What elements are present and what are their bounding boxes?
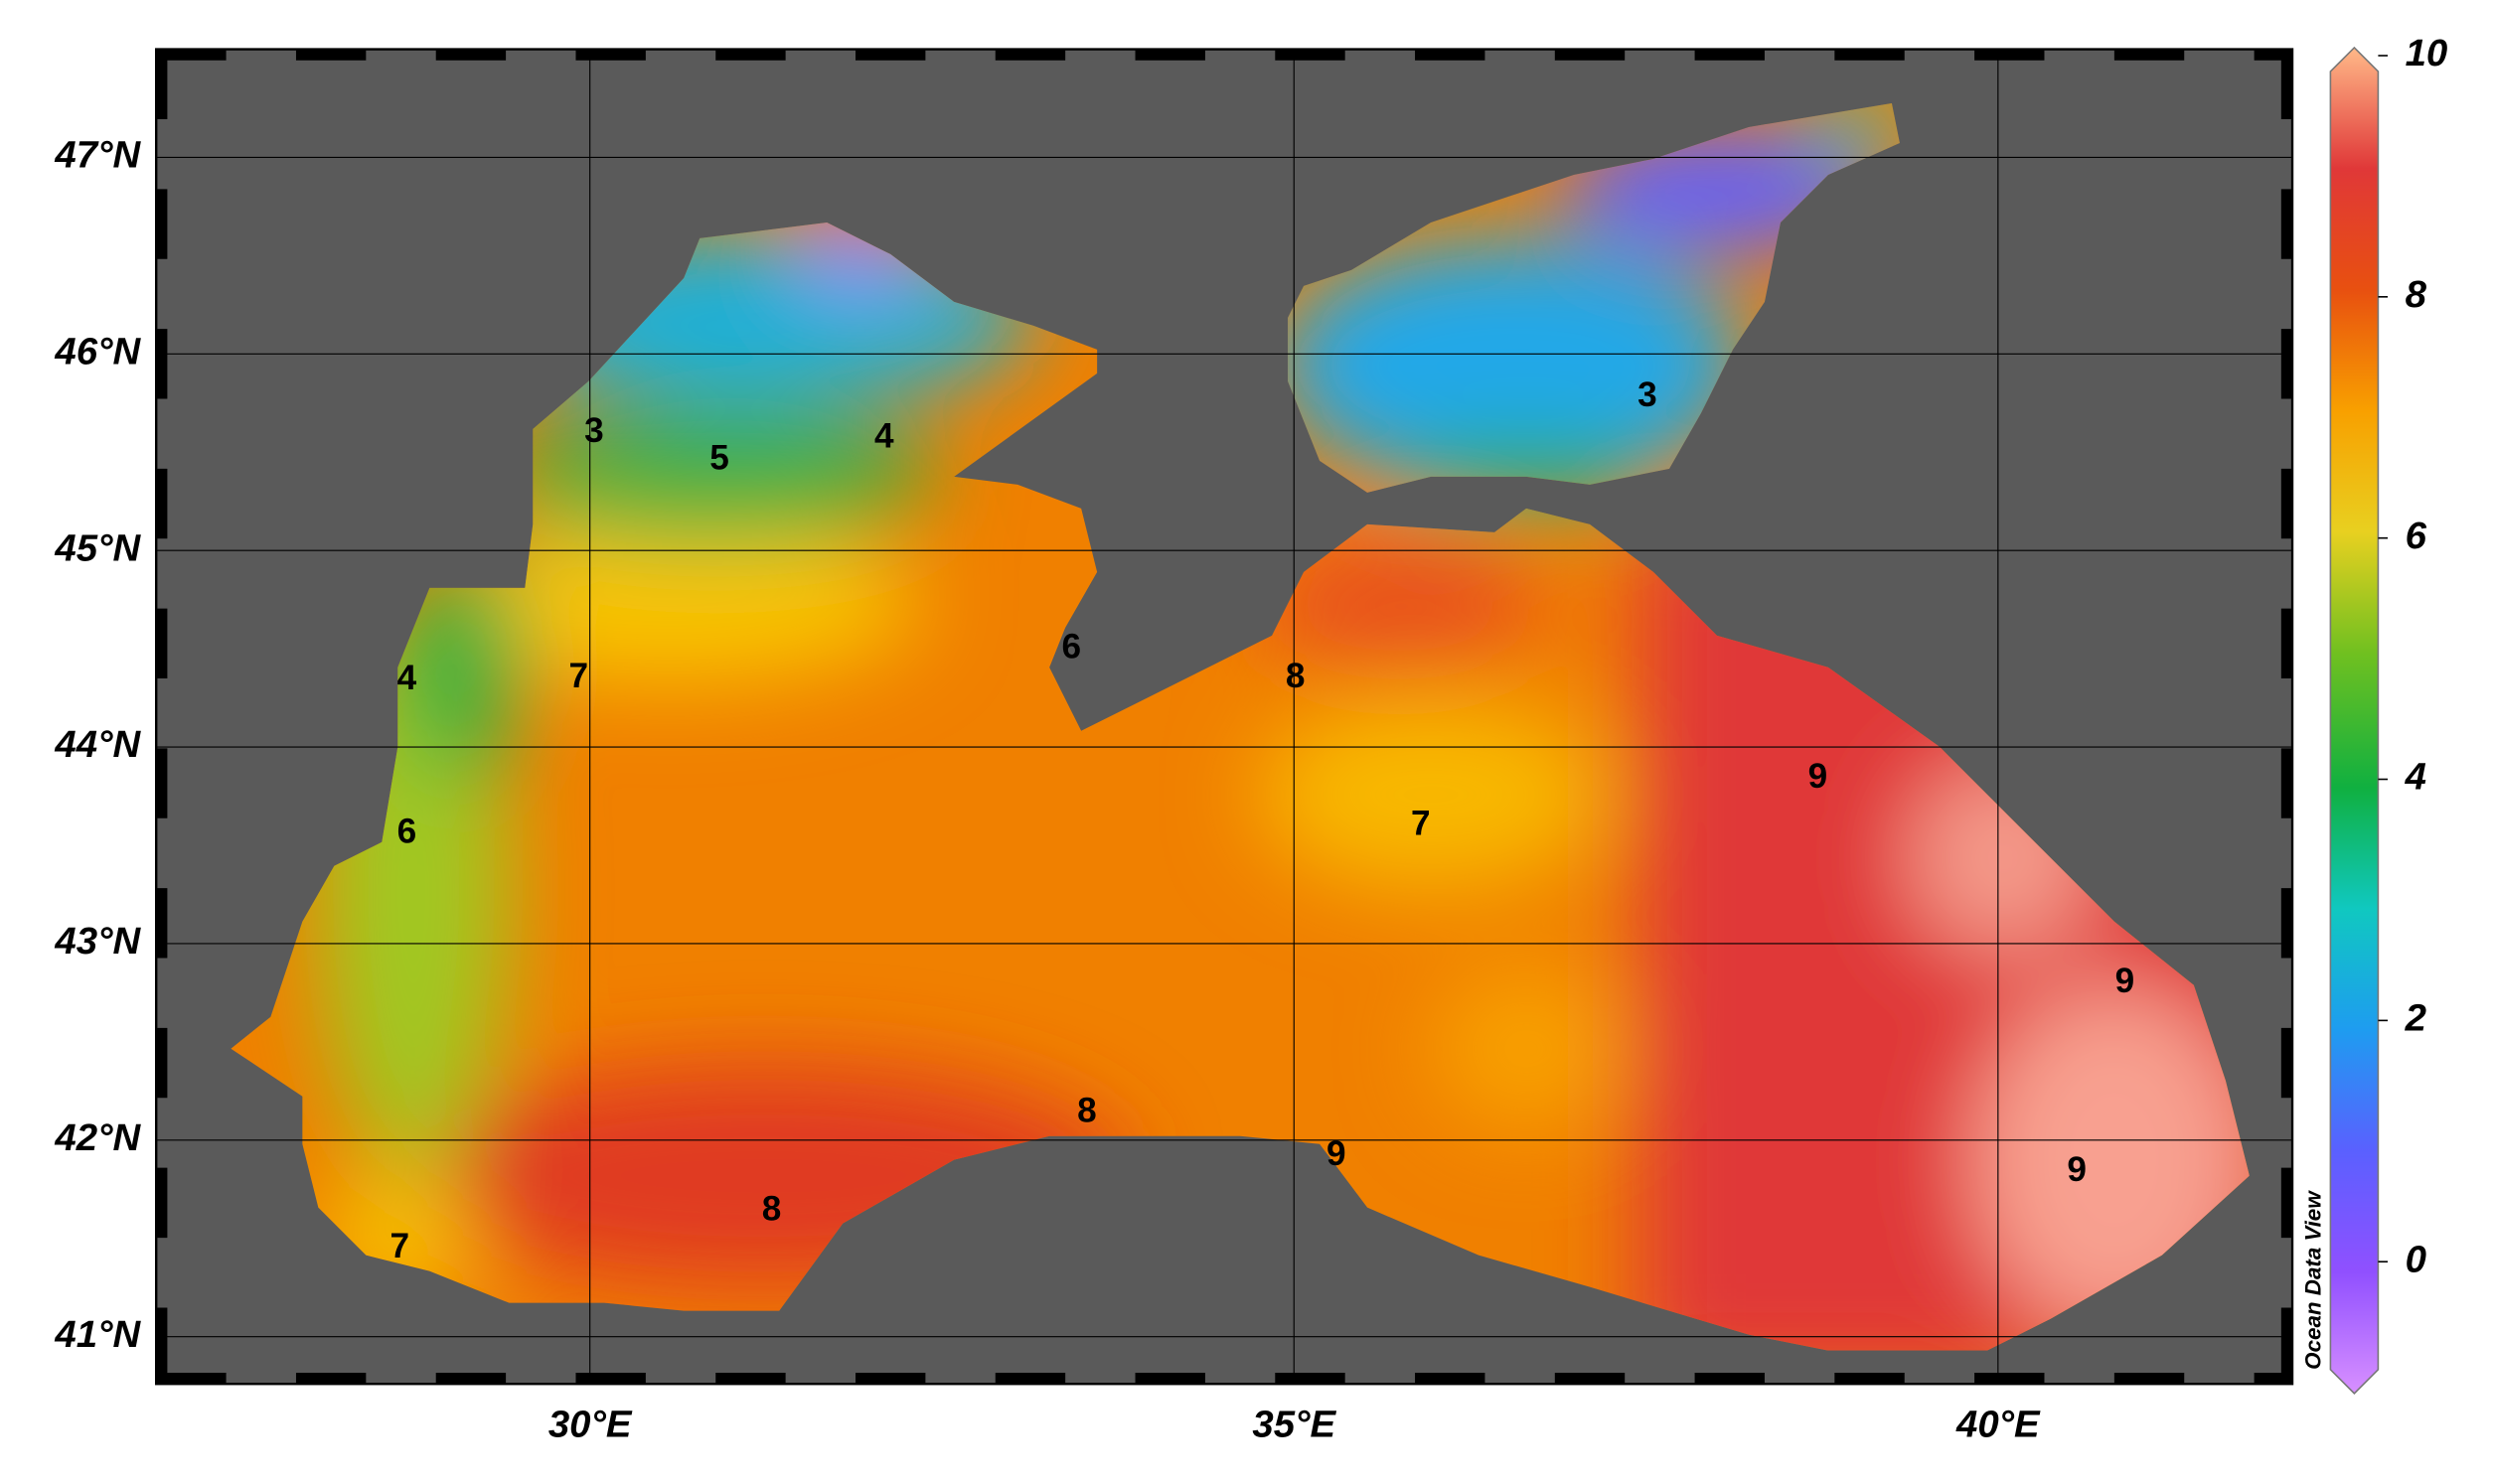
contour-label: 9: [2115, 962, 2135, 1000]
colorbar-label: 0: [2406, 1238, 2426, 1280]
x-tick-label: 30°E: [548, 1404, 633, 1446]
contour-label: 8: [1077, 1091, 1097, 1129]
watermark: Ocean Data View: [2300, 1190, 2325, 1370]
contour-label: 9: [1326, 1134, 1346, 1173]
grid: [156, 49, 2293, 1385]
contour-label: 4: [397, 659, 417, 697]
colorbar-label: 4: [2405, 756, 2426, 799]
y-tick-label: 45°N: [54, 526, 141, 569]
contour-label: 6: [397, 812, 417, 850]
contour-label: 8: [1286, 657, 1306, 695]
contour-label: 9: [2067, 1150, 2087, 1189]
y-tick-label: 44°N: [54, 723, 141, 766]
contour-label: 6: [1062, 627, 1082, 666]
colorbar-label: 2: [2405, 997, 2426, 1040]
colorbar: [2329, 46, 2380, 1395]
y-tick-label: 42°N: [54, 1116, 141, 1159]
contour-label: 9: [1808, 757, 1828, 796]
contour-label: 7: [1411, 805, 1431, 843]
y-tick-label: 41°N: [54, 1313, 141, 1356]
x-tick-label: 40°E: [1955, 1404, 2041, 1446]
contour-label: 8: [762, 1189, 782, 1228]
y-tick-label: 43°N: [54, 920, 141, 963]
x-tick-label: 35°E: [1252, 1404, 1336, 1446]
contour-label: 5: [709, 438, 729, 477]
contour-label: 7: [569, 657, 589, 695]
map-frame: [154, 48, 2294, 1386]
y-tick-label: 47°N: [54, 134, 141, 177]
colorbar-label: 6: [2406, 515, 2427, 557]
contour-label: 4: [874, 417, 894, 456]
y-tick-label: 46°N: [54, 330, 141, 372]
contour-label: 3: [584, 411, 604, 450]
colorbar-label: 10: [2406, 32, 2448, 74]
contour-label: 7: [390, 1227, 410, 1265]
contour-label: 3: [1637, 375, 1657, 414]
colorbar-label: 8: [2406, 273, 2427, 316]
